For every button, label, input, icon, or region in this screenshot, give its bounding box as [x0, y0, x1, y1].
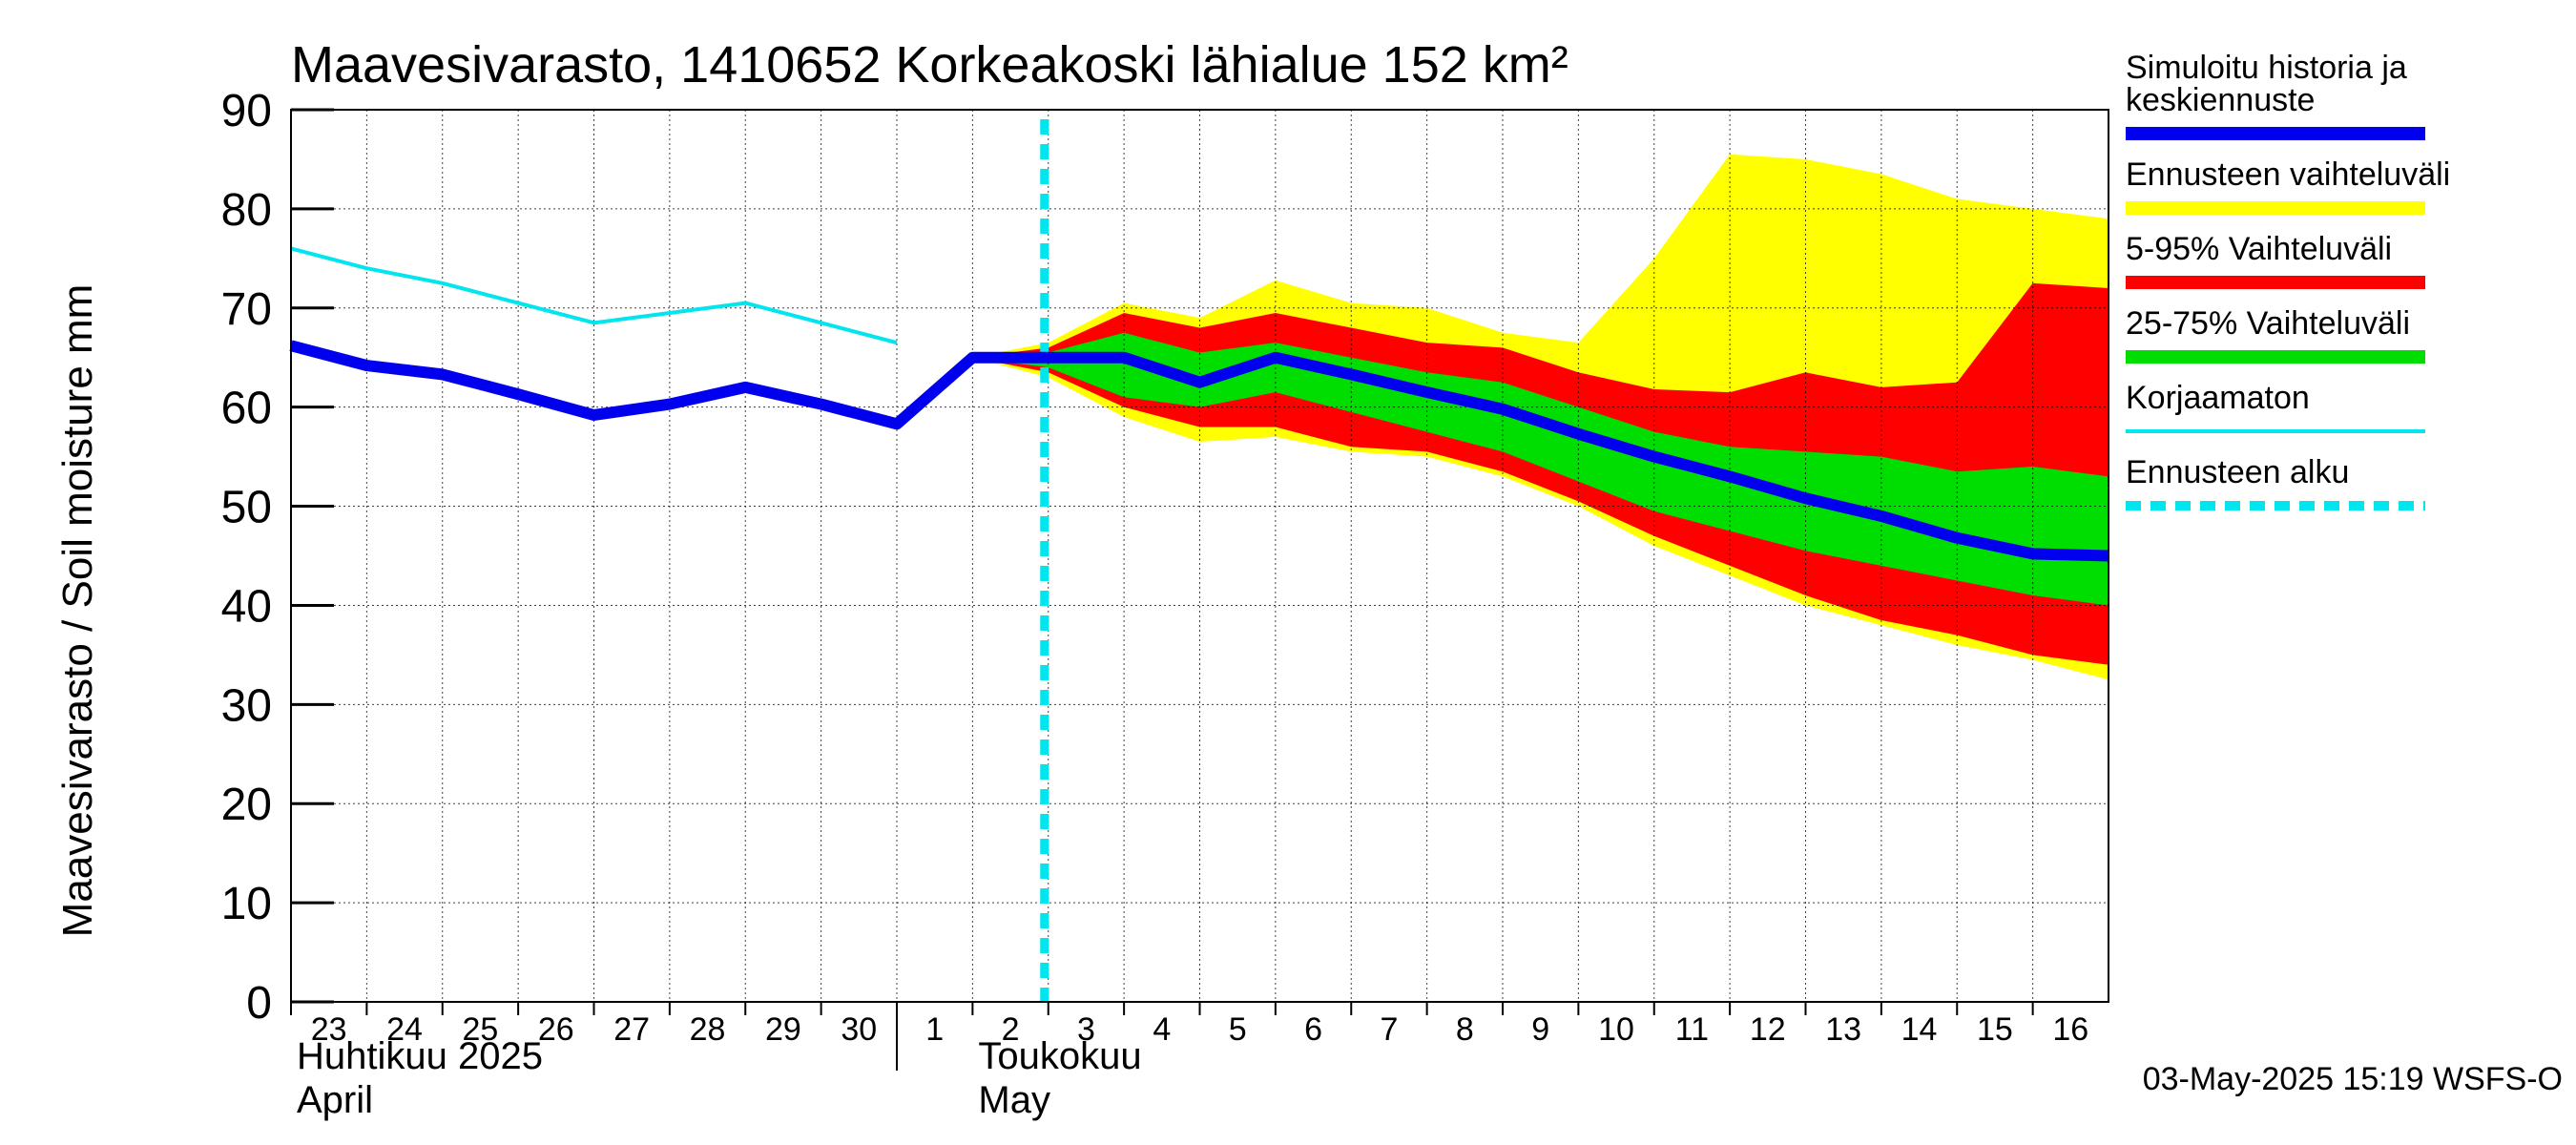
timestamp: 03-May-2025 15:19 WSFS-O: [2143, 1061, 2563, 1097]
x-tick-label: 4: [1153, 1011, 1171, 1048]
legend-label: 25-75% Vaihteluväli: [2126, 305, 2410, 342]
y-tick-label: 30: [221, 680, 272, 731]
line-simuloitu-historia-ja-keskiennuste: [289, 340, 2109, 562]
legend-label: Korjaamaton: [2126, 380, 2310, 416]
x-tick-label: 2: [1002, 1011, 1020, 1048]
y-tick-label: 50: [221, 483, 272, 533]
y-tick-label: 20: [221, 780, 272, 830]
legend-label: Ennusteen alku: [2126, 454, 2349, 490]
x-tick-label: 27: [613, 1011, 650, 1048]
x-tick-label: 28: [690, 1011, 726, 1048]
y-axis-ticks: 0 10 20 30 40 50 60 70 80 90: [221, 86, 334, 1029]
y-tick-label: 40: [221, 581, 272, 632]
x-tick-label: 26: [538, 1011, 574, 1048]
line-korjaamaton: [290, 246, 898, 345]
legend-label: Simuloitu historia ja: [2126, 50, 2407, 86]
legend-label: 5-95% Vaihteluväli: [2126, 231, 2392, 267]
chart-title: Maavesivarasto, 1410652 Korkeakoski lähi…: [291, 36, 1568, 94]
y-tick-label: 70: [221, 284, 272, 335]
month-label-fi: Huhtikuu 2025: [297, 1035, 543, 1077]
x-tick-label: 12: [1750, 1011, 1786, 1048]
x-tick-label: 24: [386, 1011, 423, 1048]
grid: [291, 110, 2109, 1002]
x-tick-label: 10: [1598, 1011, 1634, 1048]
series-lines: [289, 119, 2109, 1002]
x-tick-label: 25: [463, 1011, 499, 1048]
month-label-en: April: [297, 1079, 373, 1121]
y-tick-label: 10: [221, 879, 272, 929]
x-tick-label: 8: [1456, 1011, 1474, 1048]
x-tick-label: 5: [1229, 1011, 1247, 1048]
y-tick-label: 0: [246, 978, 272, 1029]
month-label-en: May: [978, 1079, 1050, 1121]
x-tick-label: 11: [1675, 1011, 1709, 1048]
x-tick-label: 7: [1380, 1011, 1398, 1048]
x-tick-label: 1: [925, 1011, 944, 1048]
x-axis-ticks: 23 24 25 26 27 28 29 30 1 2 3 4 5 6 7 8 9 10 11 12 13 14 15 16: [290, 1002, 2088, 1048]
legend-label: keskiennuste: [2126, 82, 2315, 118]
y-tick-label: 60: [221, 384, 272, 434]
legend-label: Ennusteen vaihteluväli: [2126, 156, 2450, 193]
x-tick-label: 9: [1531, 1011, 1549, 1048]
month-label-fi: Toukokuu: [978, 1035, 1141, 1077]
x-tick-label: 29: [765, 1011, 801, 1048]
y-tick-label: 90: [221, 86, 272, 136]
x-tick-label: 23: [311, 1011, 347, 1048]
x-tick-label: 3: [1077, 1011, 1095, 1048]
band-25-75-vaihteluv-li: [972, 332, 2109, 606]
x-tick-label: 14: [1901, 1011, 1938, 1048]
x-tick-label: 13: [1825, 1011, 1861, 1048]
x-tick-label: 6: [1304, 1011, 1322, 1048]
x-tick-label: 16: [2052, 1011, 2088, 1048]
x-tick-label: 30: [841, 1011, 877, 1048]
y-axis-label: Maavesivarasto / Soil moisture mm: [54, 284, 101, 938]
y-tick-label: 80: [221, 185, 272, 236]
x-tick-label: 15: [1977, 1011, 2013, 1048]
